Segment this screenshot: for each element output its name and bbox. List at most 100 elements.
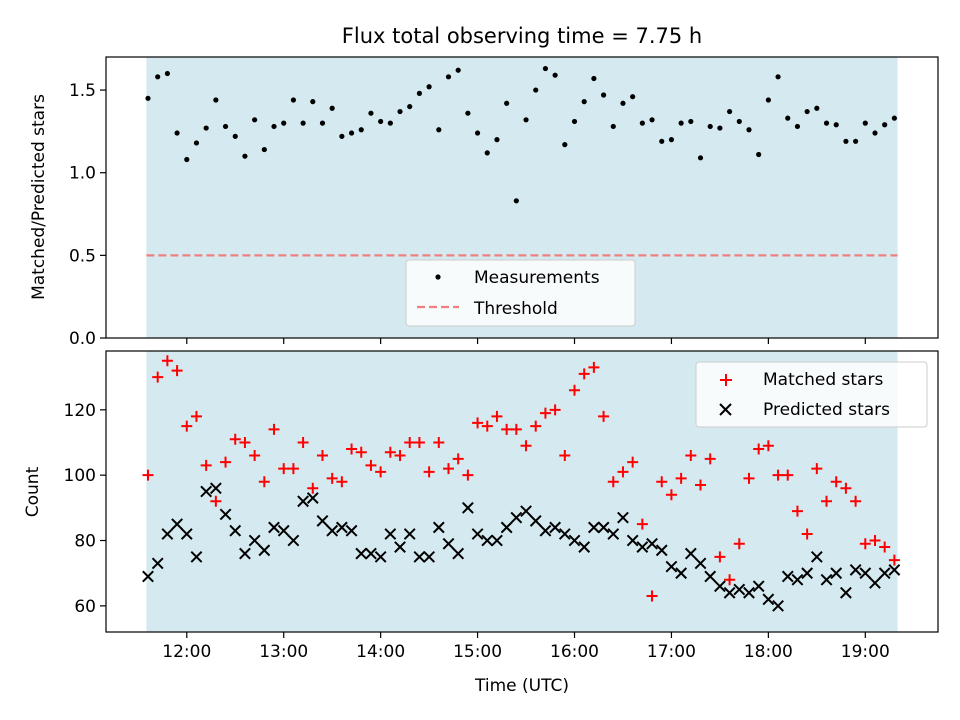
measurement-point [785,115,791,121]
matched-star-point [442,463,454,475]
matched-star-point [472,417,484,429]
predicted-star-point [781,570,794,583]
predicted-star-point [306,492,319,504]
legend-threshold-label: Threshold [473,299,558,319]
measurement-point [290,97,297,103]
matched-star-point [675,472,687,484]
predicted-star-point [316,514,329,527]
measurement-point [620,100,626,106]
matched-star-point [743,472,755,484]
x-tick-label: 17:00 [647,642,696,662]
measurement-point [882,122,888,128]
matched-star-point [627,456,639,468]
measurement-point [436,127,442,133]
predicted-star-point [849,564,862,576]
predicted-star-point [171,518,183,531]
measurement-point [562,142,568,148]
legend-measurements-label: Measurements [474,268,600,288]
matched-star-point [161,355,173,367]
predicted-star-point [840,586,852,599]
ratio-y-ticks: 0.0 0.5 1.0 1.5 [69,81,106,349]
matched-stars-points [142,355,900,602]
matched-star-point [365,459,377,471]
matched-star-point [569,384,581,396]
measurement-point [571,118,578,125]
matched-star-point [278,463,290,475]
matched-star-point [481,420,493,432]
count-y-axis-label: Count [23,466,43,517]
matched-star-point [782,469,794,481]
predicted-star-point [471,528,484,540]
matched-star-point [258,476,270,488]
measurement-point [348,130,355,136]
predicted-star-point [481,534,494,547]
measurement-point [232,133,238,139]
measurement-point [872,130,878,136]
y-tick-label: 80 [74,532,96,552]
predicted-star-point [326,524,339,537]
predicted-star-point [617,511,629,524]
measurement-point [649,117,655,123]
matched-star-point [229,433,241,445]
matched-star-point [346,443,358,455]
measurement-point [659,138,665,144]
measurement-point [707,123,713,130]
measurement-point [484,150,490,156]
y-tick-label: 0.0 [69,329,96,349]
count-y-ticks: 60 80 100 120 [64,401,106,617]
matched-star-point [336,476,348,488]
measurement-point [155,74,161,80]
measurement-point [814,105,820,111]
predicted-star-point [297,495,310,508]
measurement-point [300,120,306,126]
measurement-point [853,138,859,144]
matched-star-point [413,436,425,448]
predicted-star-point [248,534,261,547]
matched-star-point [326,472,338,484]
measurement-point [668,137,675,143]
matched-star-point [491,410,503,422]
matched-star-point [646,590,658,602]
predicted-star-point [180,528,193,540]
predicted-star-point [394,541,406,553]
predicted-star-point [365,547,377,560]
count-legend: Matched stars Predicted stars [695,361,928,428]
measurement-point [319,120,326,126]
x-tick-label: 18:00 [744,642,793,662]
y-tick-label: 1.0 [69,164,96,184]
matched-star-point [423,466,435,478]
matched-star-point [268,423,280,435]
predicted-star-point [510,511,523,524]
measurement-point [213,97,219,103]
measurement-point [397,108,403,115]
predicted-star-point [820,573,833,586]
matched-star-point [200,459,212,471]
matched-star-point [307,482,319,494]
predicted-star-point [587,521,600,534]
matched-star-point [316,450,328,462]
y-tick-label: 1.5 [69,81,96,101]
measurement-point [552,72,558,78]
predicted-star-point [568,534,581,547]
predicted-star-point [859,567,872,580]
measurement-point [407,103,413,110]
measurement-point [193,140,200,146]
matched-star-point [714,551,726,563]
y-tick-label: 60 [74,597,96,617]
matched-star-point [539,407,551,419]
matched-star-point [181,420,193,432]
count-x-ticks: 12:00 13:00 14:00 15:00 16:00 17:00 18:00 19:00 [162,632,890,662]
measurement-point [697,155,704,161]
matched-star-point [888,554,900,566]
ratio-x-ticks [186,338,866,344]
matched-star-point [850,495,862,507]
measurement-point [261,146,267,153]
measurement-point [717,125,723,131]
predicted-star-point [229,524,242,537]
measurement-point [523,117,529,123]
measurement-point [581,99,587,105]
measurement-point [281,120,287,126]
predicted-star-point [442,537,455,550]
matched-star-point [384,446,396,458]
